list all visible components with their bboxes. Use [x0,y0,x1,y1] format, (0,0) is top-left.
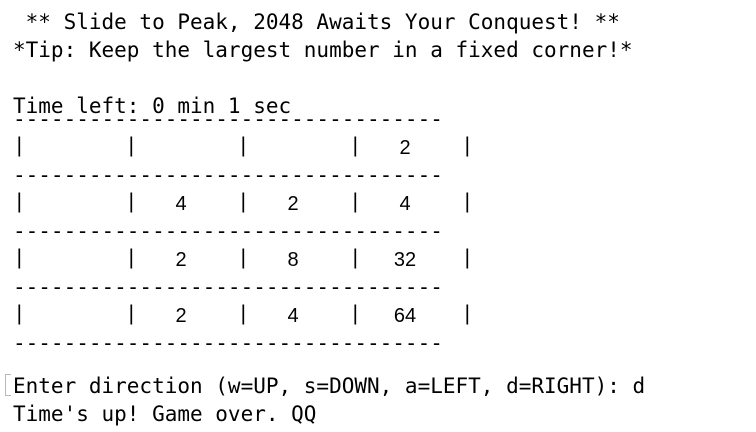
cell-border: | [349,192,362,215]
board-cell: 2 [175,249,187,271]
cell-border: | [237,136,250,159]
cell-border: | [125,136,138,159]
board-separator: ---------------------------------- [13,118,443,131]
board-row: | | | | | 2 4 64 [13,302,474,330]
board-row: | | | | | 4 2 4 [13,190,474,218]
board-row: | | | | | 2 [13,134,474,162]
board-cell: 32 [393,249,417,271]
board-cell: 4 [175,193,187,215]
direction-prompt[interactable]: Enter direction (w=UP, s=DOWN, a=LEFT, d… [13,374,646,398]
selection-bracket [5,374,11,396]
cell-border: | [349,248,362,271]
cell-border: | [349,304,362,327]
board-cell: 8 [287,249,299,271]
game-over-message: Time's up! Game over. QQ [13,402,317,426]
board-separator: ---------------------------------- [13,230,443,243]
cell-border: | [125,192,138,215]
cell-border: | [461,304,474,327]
tip-text: *Tip: Keep the largest number in a fixed… [13,38,633,62]
board-cell: 2 [399,137,411,159]
board-row: | | | | | 2 8 32 [13,246,474,274]
cell-border: | [237,304,250,327]
cell-border: | [13,304,26,327]
game-title: ** Slide to Peak, 2048 Awaits Your Conqu… [13,10,620,34]
cell-border: | [461,248,474,271]
cell-border: | [125,304,138,327]
time-left: Time left: 0 min 1 sec [13,94,292,118]
cell-border: | [237,248,250,271]
board-cell: 2 [175,305,187,327]
cell-border: | [349,136,362,159]
board-separator: ---------------------------------- [13,342,443,355]
board-cell: 4 [287,305,299,327]
cell-border: | [461,136,474,159]
cell-border: | [237,192,250,215]
board-cell: 2 [287,193,299,215]
cell-border: | [13,136,26,159]
cell-border: | [461,192,474,215]
cell-border: | [13,192,26,215]
board-separator: ---------------------------------- [13,286,443,299]
board-separator: ---------------------------------- [13,174,443,187]
cell-border: | [125,248,138,271]
board-cell: 64 [393,305,417,327]
cell-border: | [13,248,26,271]
board-cell: 4 [399,193,411,215]
